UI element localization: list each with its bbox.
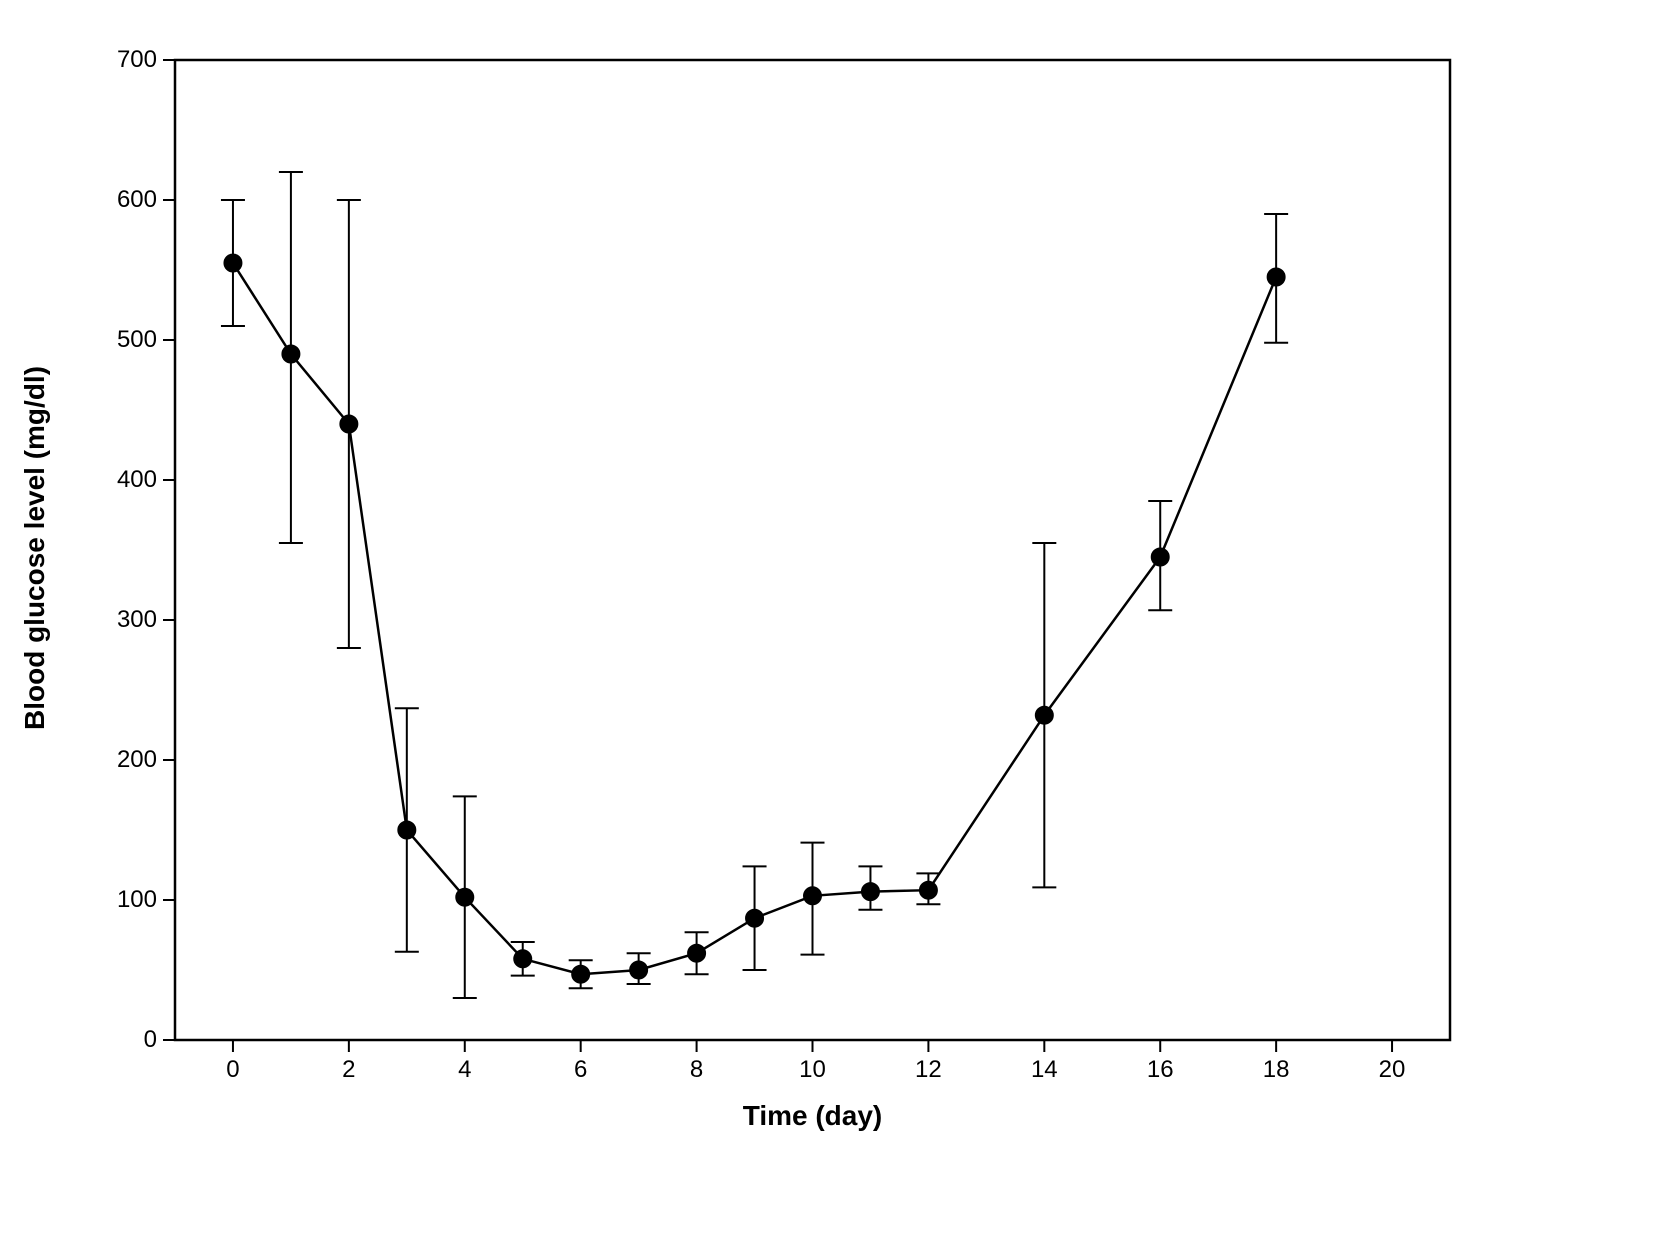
x-tick-label: 20 [1372, 1056, 1412, 1084]
x-tick-label: 4 [445, 1056, 485, 1084]
x-tick-label: 0 [213, 1056, 253, 1084]
y-tick-label: 700 [117, 46, 157, 74]
y-tick-label: 400 [117, 466, 157, 494]
chart-container: Blood glucose level (mg/dl) Time (day) 0… [0, 0, 1676, 1236]
x-tick-label: 10 [793, 1056, 833, 1084]
x-axis-label: Time (day) [713, 1100, 913, 1132]
x-tick-label: 2 [329, 1056, 369, 1084]
chart-svg [0, 0, 1676, 1236]
x-tick-label: 6 [561, 1056, 601, 1084]
x-tick-label: 12 [908, 1056, 948, 1084]
y-tick-label: 200 [117, 746, 157, 774]
y-tick-label: 300 [117, 606, 157, 634]
y-tick-label: 0 [144, 1026, 157, 1054]
x-tick-label: 16 [1140, 1056, 1180, 1084]
y-tick-label: 600 [117, 186, 157, 214]
y-tick-label: 100 [117, 886, 157, 914]
x-tick-label: 14 [1024, 1056, 1064, 1084]
x-tick-label: 8 [677, 1056, 717, 1084]
x-tick-label: 18 [1256, 1056, 1296, 1084]
y-tick-label: 500 [117, 326, 157, 354]
